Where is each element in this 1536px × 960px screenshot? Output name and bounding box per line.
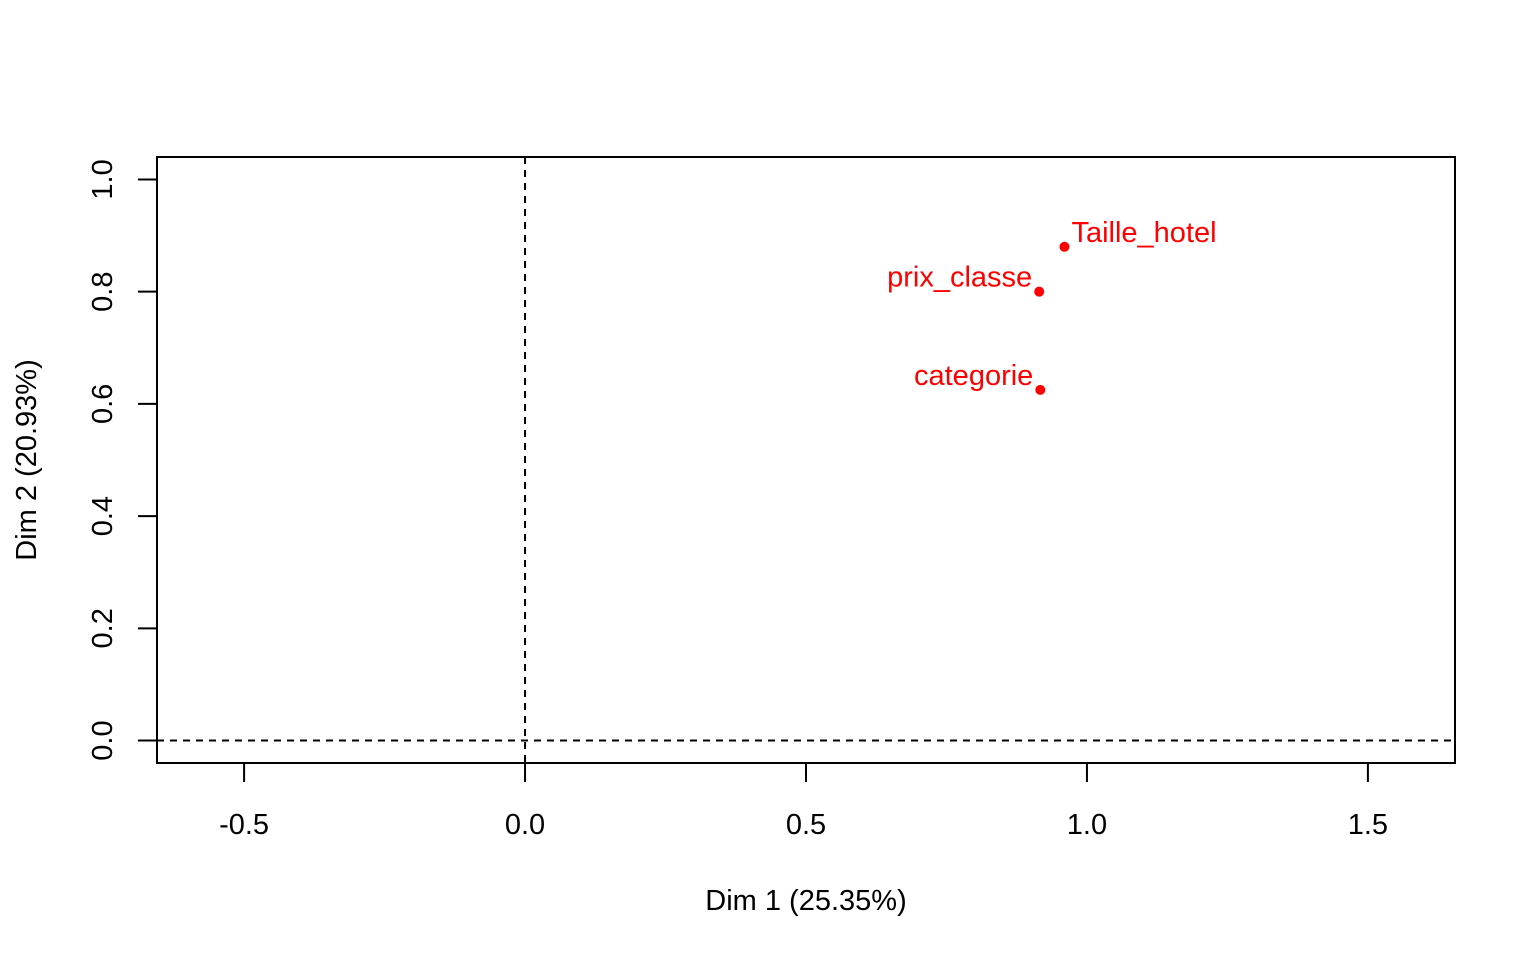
data-point bbox=[1035, 384, 1046, 395]
plot-frame bbox=[156, 156, 1456, 764]
x-tick-label: -0.5 bbox=[219, 809, 269, 841]
points-layer: Taille_hotel prix_classe categorie bbox=[887, 217, 1217, 395]
point-label: Taille_hotel bbox=[1071, 217, 1216, 249]
reference-lines bbox=[157, 157, 1455, 763]
data-point bbox=[1059, 241, 1070, 252]
y-tick-label: 0.2 bbox=[87, 608, 119, 648]
x-tick-label: 0.5 bbox=[786, 809, 826, 841]
y-tick-label: 0.4 bbox=[87, 496, 119, 536]
y-tick-label: 1.0 bbox=[87, 159, 119, 199]
y-tick-label: 0.8 bbox=[87, 272, 119, 312]
x-tick-label: 1.0 bbox=[1067, 809, 1107, 841]
point-label: categorie bbox=[914, 360, 1033, 392]
data-point bbox=[1034, 286, 1045, 297]
x-axis-title: Dim 1 (25.35%) bbox=[705, 885, 906, 917]
y-tick-label: 0.6 bbox=[87, 384, 119, 424]
x-tick-label: 0.0 bbox=[505, 809, 545, 841]
point-label: prix_classe bbox=[887, 262, 1032, 294]
x-tick-label: 1.5 bbox=[1348, 809, 1388, 841]
x-axis: -0.5 0.0 0.5 1.0 1.5 bbox=[219, 763, 1388, 841]
y-axis-title: Dim 2 (20.93%) bbox=[11, 359, 43, 560]
y-axis: 0.0 0.2 0.4 0.6 0.8 1.0 bbox=[87, 159, 157, 761]
y-tick-label: 0.0 bbox=[87, 720, 119, 760]
